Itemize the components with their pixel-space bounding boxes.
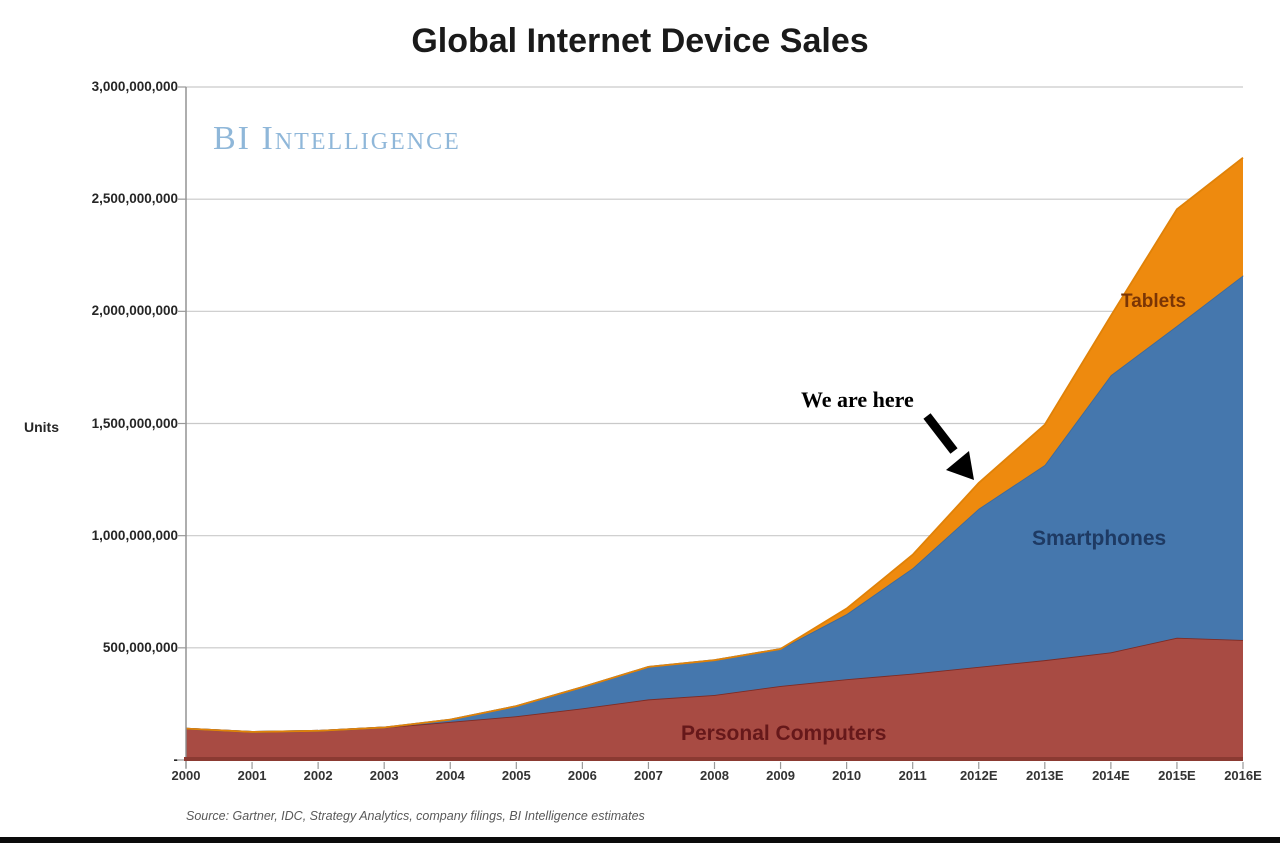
y-tick-label: 3,000,000,000: [91, 79, 178, 94]
x-tick-label: 2006: [567, 768, 597, 783]
x-tick-label: 2002: [303, 768, 333, 783]
series-label-smartphones: Smartphones: [1032, 527, 1167, 550]
x-tick-label: 2016E: [1224, 768, 1262, 783]
bottom-border-bar: [0, 837, 1280, 843]
x-tick-label: 2008: [700, 768, 729, 783]
area-top-edge-tablets: [185, 156, 1244, 733]
y-tick-label: 2,500,000,000: [91, 191, 178, 207]
x-tick-label: 2013E: [1026, 768, 1064, 783]
x-tick-label: 2007: [633, 768, 663, 783]
x-tick-label: 2015E: [1158, 768, 1196, 783]
x-tick-label: 2003: [369, 768, 399, 783]
x-tick-label: 2001: [237, 768, 267, 783]
y-tick-label: -: [173, 752, 179, 767]
x-tick-label: 2011: [898, 768, 927, 783]
area-smartphones: [186, 275, 1243, 732]
y-tick-label: 500,000,000: [102, 639, 178, 655]
x-tick-label: 2005: [501, 768, 531, 783]
bi-intelligence-watermark: BI Intelligence: [213, 120, 461, 157]
x-tick-label: 2010: [832, 768, 862, 783]
area-tablets: [186, 157, 1243, 732]
series-label-tablets: Tablets: [1121, 291, 1187, 312]
x-tick-label: 2012E: [959, 768, 998, 783]
chart-title: Global Internet Device Sales: [411, 22, 869, 60]
x-tick-label: 2009: [766, 768, 796, 783]
y-tick-label: 1,000,000,000: [91, 527, 178, 543]
x-tick-label: 2000: [171, 768, 201, 783]
area-personal-computers: [186, 637, 1243, 760]
x-tick-label: 2014E: [1092, 768, 1130, 783]
series-label-personal-computers: Personal Computers: [681, 722, 887, 745]
y-tick-label: 2,000,000,000: [91, 303, 178, 319]
y-tick-label: 1,500,000,000: [91, 415, 178, 431]
y-axis-title: Units: [24, 419, 59, 435]
source-note: Source: Gartner, IDC, Strategy Analytics…: [186, 809, 645, 823]
we-are-here-annotation: We are here: [801, 387, 914, 412]
x-tick-label: 2004: [435, 768, 465, 783]
